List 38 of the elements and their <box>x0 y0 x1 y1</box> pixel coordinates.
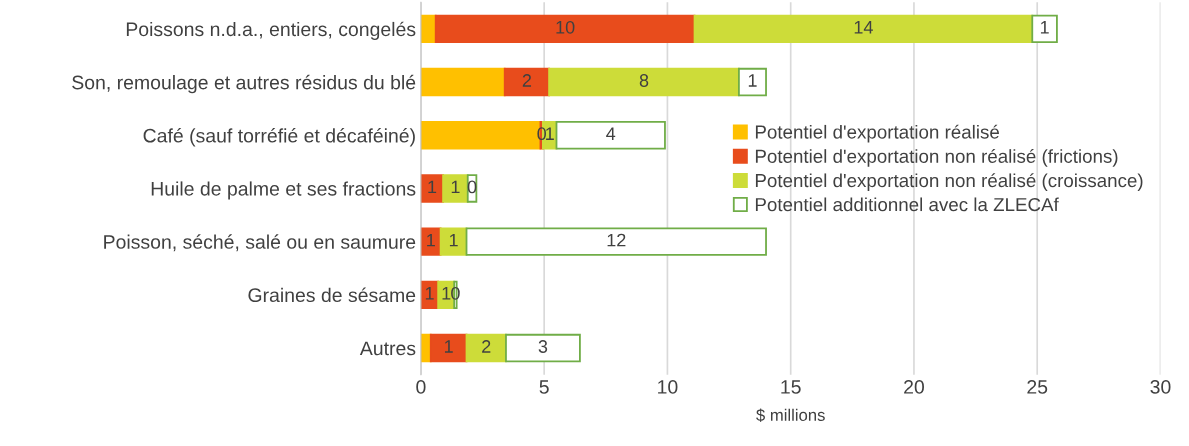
data-label: 1 <box>546 127 554 140</box>
data-label: 2 <box>522 74 532 87</box>
x-tick-label: 5 <box>539 380 549 394</box>
data-label: 4 <box>606 127 616 140</box>
data-label: 1 <box>428 180 437 194</box>
x-tick-label: 10 <box>658 380 678 394</box>
data-label: 3 <box>538 340 548 353</box>
legend-label: Potentiel d'exportation non réalisé (croissance) <box>755 173 1143 191</box>
data-label: 14 <box>854 21 873 34</box>
data-label: 1 <box>427 233 435 247</box>
data-label: 1 <box>442 287 451 300</box>
y-tick-label: Poisson, séché, salé ou en saumure <box>104 234 416 252</box>
legend-label: Potentiel d'exportation non réalisé (frictions) <box>755 148 1118 167</box>
y-tick-label: Autres <box>359 341 416 356</box>
data-label: 1 <box>451 180 460 194</box>
x-tick-label: 30 <box>1150 380 1171 394</box>
y-tick-label: Graines de sésame <box>248 287 416 303</box>
data-label: 0 <box>451 286 460 300</box>
data-label: 1 <box>748 74 757 87</box>
data-label: 8 <box>639 74 649 87</box>
data-label: 1 <box>449 233 458 247</box>
data-label: 1 <box>425 287 434 300</box>
x-tick-label: 15 <box>781 380 801 394</box>
y-tick-label: Poissons n.d.a., entiers, congelés <box>126 21 416 41</box>
legend-label: Potentiel d'exportation réalisé <box>755 124 999 143</box>
x-axis-title: $ millions <box>756 408 825 422</box>
data-label: 10 <box>556 20 575 34</box>
y-tick-label: Son, remoulage et autres résidus du blé <box>72 74 416 94</box>
y-tick-label: Café (sauf torréfié et décaféiné) <box>143 128 415 147</box>
x-tick-label: 25 <box>1027 380 1048 394</box>
y-tick-label: Huile de palme et ses fractions <box>151 181 416 200</box>
data-label: 1 <box>445 340 453 353</box>
data-label: 12 <box>607 233 626 247</box>
x-tick-label: 20 <box>904 380 924 394</box>
x-tick-label: 0 <box>416 380 426 394</box>
data-label: 1 <box>1040 21 1049 34</box>
data-label: 2 <box>482 340 491 353</box>
legend-label: Potentiel additionnel avec la ZLECAf <box>755 197 1059 212</box>
